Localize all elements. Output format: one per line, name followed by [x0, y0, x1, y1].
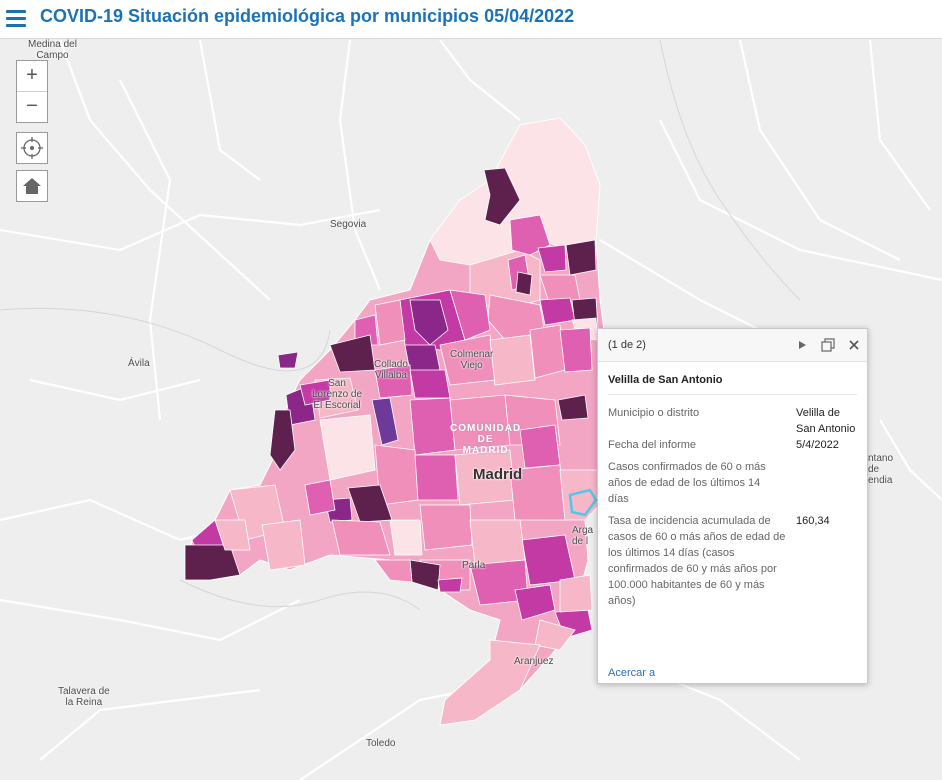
label-comunidad-de-madrid: COMUNIDAD DE MADRID — [450, 423, 522, 456]
dock-button[interactable] — [820, 337, 836, 353]
dock-icon — [821, 338, 835, 352]
crosshair-icon — [21, 137, 43, 159]
label-madrid: Madrid — [473, 466, 523, 483]
attribute-label: Municipio o distrito — [608, 407, 700, 419]
attribute-row: Fecha del informe 5/4/2022 — [608, 437, 857, 453]
label-mantano: ntano de endia — [868, 453, 894, 486]
feature-popup: (1 de 2) Velilla de San Antonio Municipi… — [597, 328, 868, 684]
label-toledo: Toledo — [366, 738, 396, 749]
label-colmenar-viejo: Colmenar Viejo — [450, 349, 494, 371]
zoom-out-button[interactable]: − — [17, 91, 47, 122]
popup-title: Velilla de San Antonio — [608, 374, 857, 395]
attribute-label: Tasa de incidencia acumulada de casos de… — [608, 515, 786, 607]
popup-body: Velilla de San Antonio Municipio o distr… — [598, 362, 867, 609]
attribute-value: 5/4/2022 — [796, 439, 839, 451]
label-aranjuez: Aranjuez — [514, 656, 554, 667]
zoom-to-link[interactable]: Acercar a — [608, 667, 656, 679]
popup-counter: (1 de 2) — [608, 339, 646, 351]
attribute-label: Fecha del informe — [608, 439, 697, 451]
locate-button[interactable] — [16, 132, 48, 164]
basemap-svg — [0, 39, 942, 780]
attribute-value: Velilla de San Antonio — [796, 407, 856, 435]
hamburger-menu-icon[interactable] — [6, 10, 26, 27]
label-arganda: Arga de l — [572, 525, 594, 547]
label-parla: Parla — [462, 560, 486, 571]
label-medina-del-campo: Medina del Campo — [28, 39, 77, 61]
zoom-control: + − — [16, 60, 48, 123]
popup-header: (1 de 2) — [598, 329, 867, 362]
attribute-value: 160,34 — [796, 515, 830, 527]
label-segovia: Segovia — [330, 219, 367, 230]
map-view[interactable]: Medina del Campo Segovia Ávila Collado V… — [0, 39, 942, 780]
next-feature-button[interactable] — [794, 337, 810, 353]
close-icon — [849, 340, 859, 350]
close-button[interactable] — [846, 337, 862, 353]
label-san-lorenzo: San Lorenzo de El Escorial — [312, 378, 363, 411]
label-collado-villalba: Collado Villalba — [374, 359, 408, 381]
attribute-row: Municipio o distrito Velilla de San Anto… — [608, 405, 857, 435]
app-header: COVID-19 Situación epidemiológica por mu… — [0, 0, 942, 39]
province-borders — [0, 39, 801, 611]
selected-municipality-highlight — [568, 488, 598, 517]
zoom-in-button[interactable]: + — [26, 64, 38, 86]
label-talavera-de-la-reina: Talavera de la Reina — [58, 686, 110, 708]
attribute-label: Casos confirmados de 60 o más años de ed… — [608, 461, 766, 505]
municipalities — [184, 167, 605, 726]
page-title: COVID-19 Situación epidemiológica por mu… — [40, 6, 575, 26]
home-button[interactable] — [16, 170, 48, 202]
roads — [0, 39, 942, 780]
attribute-row: Tasa de incidencia acumulada de casos de… — [608, 513, 857, 609]
play-triangle-icon — [799, 341, 806, 349]
label-avila: Ávila — [128, 358, 150, 369]
home-icon — [23, 178, 41, 194]
attribute-row: Casos confirmados de 60 o más años de ed… — [608, 459, 857, 507]
